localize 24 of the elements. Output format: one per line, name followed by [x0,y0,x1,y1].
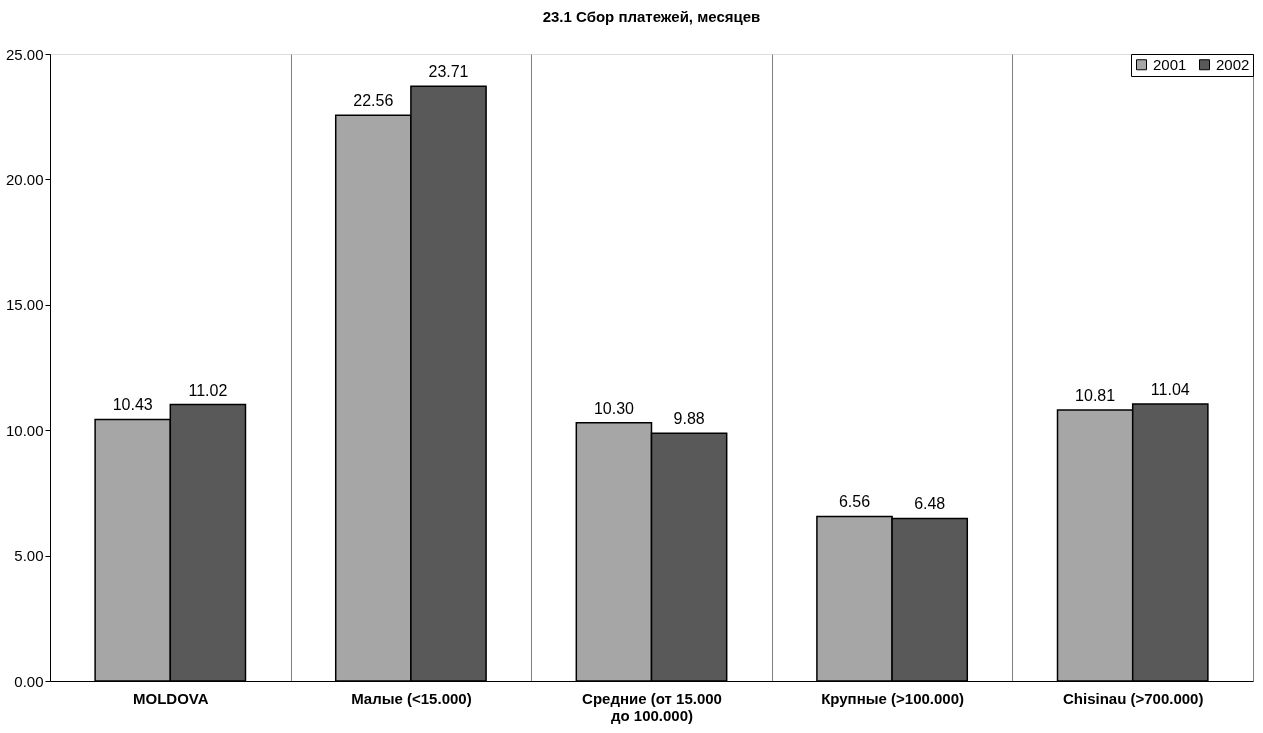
y-tick-label: 5.00 [14,547,44,565]
y-tick-label: 15.00 [5,296,44,314]
data-label: 6.56 [838,493,871,511]
data-label: 11.04 [1150,381,1190,399]
data-label: 9.88 [673,410,705,428]
data-label: 23.71 [428,63,469,81]
x-tick-label: Chisinau (>700.000) [1062,689,1204,707]
data-label: 10.30 [593,399,635,417]
y-tick-label: 20.00 [5,170,44,188]
data-label: 10.81 [1075,386,1116,404]
x-tick-label: Малые (<15.000) [351,689,472,707]
data-label: 22.56 [353,92,394,110]
legend-label: 2001 [1153,55,1187,73]
y-tick-label: 25.00 [5,45,44,63]
x-tick-label: MOLDOVA [133,689,209,707]
y-tick-label: 0.00 [14,672,44,690]
x-tick-label: Крупные (>100.000) [821,689,965,707]
x-tick-label: Средние (от 15.000 до 100.000) [582,689,722,724]
data-label: 10.43 [112,396,153,414]
legend-label: 2002 [1216,55,1250,73]
y-tick-label: 10.00 [5,421,44,439]
chart-title: 23.1 Сбор платежей, месяцев [542,8,761,25]
data-label: 6.48 [914,495,946,513]
data-label: 11.02 [188,381,228,399]
